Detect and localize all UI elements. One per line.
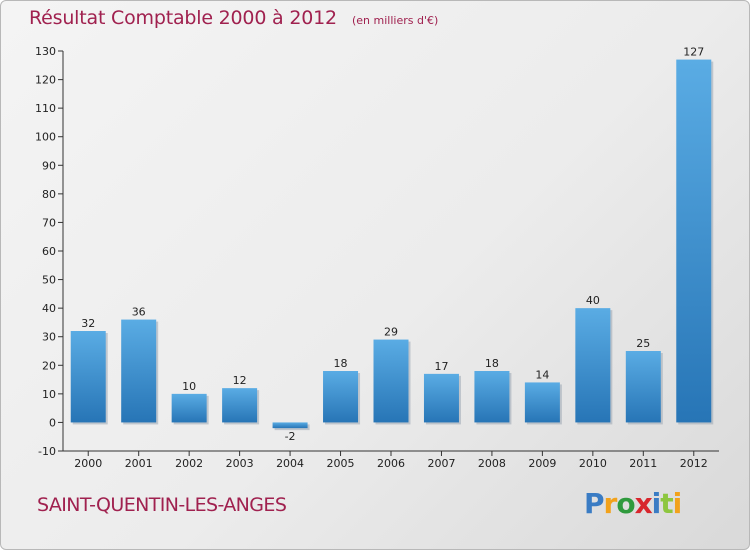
y-tick-label: 60	[42, 245, 56, 258]
chart-subtitle: (en milliers d'€)	[351, 14, 439, 27]
bar	[474, 371, 510, 423]
x-tick-label: 2011	[629, 457, 657, 470]
data-label: 12	[233, 374, 247, 387]
data-label: 36	[132, 306, 146, 319]
x-tick-label: 2000	[74, 457, 102, 470]
data-labels: 32 36 10 12 -2 18 29 17 18 14 40 25 127	[81, 46, 704, 444]
y-tick-label: 110	[35, 102, 56, 115]
data-label: 18	[485, 357, 499, 370]
y-tick-label: 120	[35, 74, 56, 87]
x-tick-label: 2003	[226, 457, 254, 470]
x-tick-label: 2004	[276, 457, 304, 470]
x-tick-label: 2008	[478, 457, 506, 470]
data-label: 25	[636, 337, 650, 350]
data-label: 14	[535, 368, 549, 381]
y-tick-label: 50	[42, 274, 56, 287]
title-row: Résultat Comptable 2000 à 2012 (en milli…	[29, 7, 438, 29]
x-tick-label: 2005	[327, 457, 355, 470]
bar	[625, 351, 661, 423]
bar	[323, 371, 359, 423]
proxiti-logo[interactable]: Proxiti	[584, 487, 683, 520]
x-tick-label: 2009	[528, 457, 556, 470]
x-tick-label: 2001	[125, 457, 153, 470]
bar	[423, 373, 459, 423]
x-tick-label: 2007	[427, 457, 455, 470]
y-tick-label: 100	[35, 131, 56, 144]
data-label: 10	[182, 380, 196, 393]
bar	[272, 422, 308, 429]
x-tick-label: 2010	[579, 457, 607, 470]
x-tick-label: 2006	[377, 457, 405, 470]
y-tick-label: 80	[42, 188, 56, 201]
bar	[373, 339, 409, 423]
logo-letter: t	[660, 487, 673, 520]
logo-letter: i	[651, 487, 662, 520]
y-tick-label: 70	[42, 216, 56, 229]
data-label: -2	[285, 430, 296, 443]
y-tick-label: 0	[49, 416, 56, 429]
data-label: 17	[434, 360, 448, 373]
data-label: 40	[586, 294, 600, 307]
bar	[524, 382, 560, 423]
y-tick-label: 90	[42, 159, 56, 172]
bar	[171, 393, 207, 423]
data-label: 32	[81, 317, 95, 330]
logo-letter: P	[584, 487, 605, 520]
y-tick-label: 40	[42, 302, 56, 315]
logo-letter: i	[672, 487, 683, 520]
bars	[70, 59, 714, 431]
chart-title: Résultat Comptable 2000 à 2012	[29, 7, 337, 29]
axes: -10 0 10 20 30 40 50 60 70 80 90 100 110 120 130 2000 20…	[35, 45, 719, 470]
y-tick-label: 20	[42, 359, 56, 372]
logo-letter: r	[603, 487, 618, 520]
y-tick-label: 30	[42, 331, 56, 344]
data-label: 18	[334, 357, 348, 370]
y-tick-label: 130	[35, 45, 56, 58]
bar	[222, 388, 258, 423]
x-tick-label: 2002	[175, 457, 203, 470]
commune-name: SAINT-QUENTIN-LES-ANGES	[37, 494, 287, 516]
logo-letter: x	[634, 487, 653, 520]
x-tick-label: 2012	[680, 457, 708, 470]
data-label: 127	[683, 46, 704, 59]
y-tick-label: -10	[38, 445, 56, 458]
data-label: 29	[384, 326, 398, 339]
bar	[676, 59, 712, 423]
bar	[70, 331, 106, 423]
logo-letter: o	[616, 487, 635, 520]
bar	[575, 308, 611, 423]
y-tick-label: 10	[42, 388, 56, 401]
bar	[121, 319, 157, 423]
